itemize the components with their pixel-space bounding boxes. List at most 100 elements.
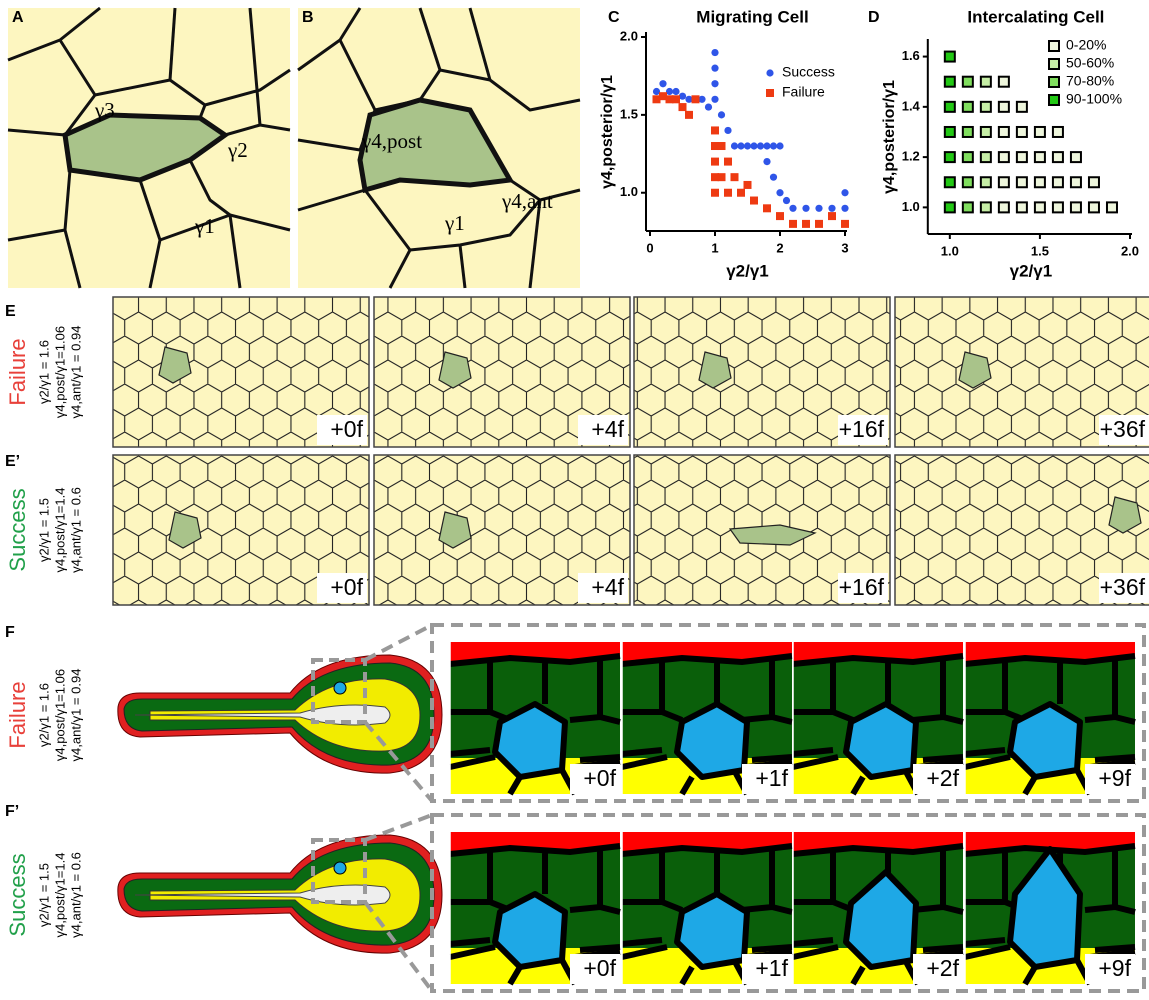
point: [841, 220, 849, 228]
point: [672, 95, 680, 103]
parameter-label: γ2/γ1 = 1.6: [36, 340, 51, 404]
point: [963, 127, 973, 137]
point: [770, 174, 777, 181]
frame-label: +16f: [839, 416, 885, 442]
point: [1017, 177, 1027, 187]
point: [963, 152, 973, 162]
point: [776, 212, 784, 220]
point: [963, 202, 973, 212]
point: [1089, 202, 1099, 212]
point: [724, 158, 732, 166]
point: [744, 142, 751, 149]
x-tick-label: 1.0: [941, 243, 959, 258]
y-tick-label: 1.0: [902, 199, 920, 214]
frame-label: +2f: [926, 955, 959, 981]
point: [963, 177, 973, 187]
point: [718, 142, 726, 150]
point: [1071, 152, 1081, 162]
point: [1035, 127, 1045, 137]
panel-letter: F’: [5, 803, 19, 820]
point: [679, 103, 687, 111]
point: [685, 111, 693, 119]
x-tick-label: 1.5: [1031, 243, 1049, 258]
chart-title: Intercalating Cell: [967, 7, 1104, 26]
y-tick-label: 2.0: [620, 28, 638, 43]
frame-label: +1f: [755, 765, 788, 791]
point: [724, 189, 732, 197]
point: [750, 142, 757, 149]
legend-marker: [1049, 95, 1059, 105]
point: [1017, 152, 1027, 162]
point: [802, 220, 810, 228]
point: [711, 49, 718, 56]
panel-letter: F: [5, 624, 15, 641]
parameter-label: γ2/γ1 = 1.6: [36, 683, 51, 747]
point: [1053, 152, 1063, 162]
point: [802, 205, 809, 212]
frame-label: +4f: [591, 416, 624, 442]
point: [1035, 177, 1045, 187]
point: [945, 77, 955, 87]
point: [981, 202, 991, 212]
parameter-label: γ4,post/γ1=1.4: [52, 488, 67, 573]
embryo-blue-cell: [334, 682, 346, 694]
point: [999, 127, 1009, 137]
point: [711, 126, 719, 134]
y-tick-label: 1.0: [620, 184, 638, 199]
point: [945, 152, 955, 162]
zoom-connector: [365, 625, 432, 660]
frame-label: +16f: [839, 574, 885, 600]
frame-label: +0f: [583, 765, 616, 791]
point: [711, 65, 718, 72]
frame-label: +4f: [591, 574, 624, 600]
point: [705, 103, 712, 110]
y-tick-label: 1.4: [902, 98, 921, 113]
point: [945, 202, 955, 212]
parameter-label: γ2/γ1 = 1.5: [36, 498, 51, 562]
point: [828, 212, 836, 220]
parameter-label: γ4,post/γ1=1.06: [52, 326, 67, 418]
parameter-label: γ4,ant/γ1 = 0.94: [68, 326, 83, 419]
point: [724, 127, 731, 134]
point: [963, 102, 973, 112]
legend-label: 70-80%: [1066, 73, 1114, 89]
legend-label: Success: [782, 64, 835, 80]
point: [711, 96, 718, 103]
point: [718, 173, 726, 181]
point: [1053, 177, 1063, 187]
x-tick-label: 3: [841, 240, 848, 255]
legend-marker: [766, 89, 774, 97]
x-tick-label: 1: [711, 240, 718, 255]
panel-letter: D: [868, 9, 880, 26]
point: [1035, 152, 1045, 162]
outcome-label: Success: [5, 488, 30, 571]
embryo-blue-cell: [334, 862, 346, 874]
outcome-label: Success: [5, 853, 30, 936]
panel-letter: E: [5, 303, 16, 320]
parameter-label: γ4,ant/γ1 = 0.94: [68, 669, 83, 762]
point: [981, 102, 991, 112]
x-tick-label: 0: [646, 240, 653, 255]
point: [659, 80, 666, 87]
frame-label: +9f: [1098, 765, 1131, 791]
legend-marker: [1049, 77, 1059, 87]
chart-title: Migrating Cell: [696, 7, 808, 26]
point: [789, 205, 796, 212]
y-axis-label: γ4,posterior/γ1: [599, 75, 616, 189]
point: [1071, 202, 1081, 212]
point: [999, 152, 1009, 162]
legend-marker: [1049, 41, 1059, 51]
point: [1017, 202, 1027, 212]
frame-label: +0f: [330, 416, 363, 442]
point: [692, 95, 700, 103]
parameter-label: γ4,ant/γ1 = 0.6: [68, 487, 83, 573]
point: [1053, 127, 1063, 137]
frame-label: +1f: [755, 955, 788, 981]
parameter-label: γ4,ant/γ1 = 0.6: [68, 852, 83, 938]
outcome-label: Failure: [5, 338, 30, 405]
point: [1053, 202, 1063, 212]
point: [711, 189, 719, 197]
frame-label: +0f: [583, 955, 616, 981]
point: [999, 177, 1009, 187]
gamma-label: γ1: [444, 211, 465, 235]
